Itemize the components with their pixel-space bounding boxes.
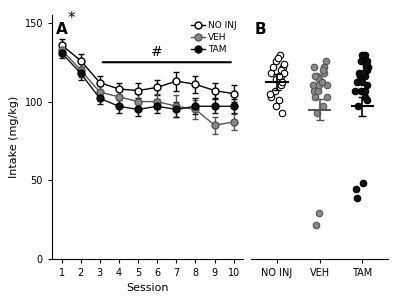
Text: A: A: [56, 22, 68, 37]
Point: [320, 64, 327, 69]
Point: [312, 73, 318, 78]
Point: [314, 89, 321, 94]
Point: [278, 73, 284, 78]
Point: [273, 104, 279, 109]
Point: [316, 77, 322, 82]
Point: [358, 58, 365, 63]
Point: [362, 64, 369, 69]
Point: [362, 89, 368, 94]
Point: [316, 211, 322, 216]
Point: [268, 95, 274, 100]
Point: [278, 67, 285, 72]
Point: [322, 58, 329, 63]
Point: [272, 89, 278, 94]
Text: *: *: [67, 11, 75, 26]
Legend: NO INJ, VEH, TAM: NO INJ, VEH, TAM: [189, 20, 239, 56]
Point: [280, 70, 287, 75]
Point: [359, 80, 365, 85]
Point: [314, 73, 321, 78]
Point: [356, 73, 363, 78]
Point: [276, 73, 282, 78]
Point: [279, 110, 285, 115]
Point: [312, 223, 319, 228]
Point: [312, 95, 318, 100]
Point: [362, 52, 369, 57]
Point: [363, 61, 370, 66]
Point: [364, 58, 370, 63]
Point: [352, 89, 358, 94]
Point: [354, 196, 360, 200]
Point: [314, 110, 320, 115]
Point: [354, 104, 361, 109]
Point: [281, 61, 288, 66]
Y-axis label: Intake (mg/kg): Intake (mg/kg): [9, 96, 19, 178]
Point: [324, 83, 330, 88]
Point: [311, 64, 317, 69]
Point: [358, 52, 365, 57]
Point: [358, 89, 364, 94]
Point: [320, 104, 327, 109]
Point: [316, 83, 322, 88]
Point: [319, 67, 326, 72]
Text: #: #: [151, 45, 163, 59]
Point: [321, 70, 327, 75]
Point: [362, 73, 368, 78]
Point: [278, 83, 284, 88]
Point: [275, 55, 281, 60]
Point: [364, 83, 371, 88]
Point: [356, 70, 362, 75]
Point: [362, 95, 368, 100]
Point: [279, 64, 286, 69]
Point: [273, 58, 279, 63]
Point: [311, 89, 318, 94]
Point: [279, 80, 285, 85]
Point: [360, 70, 366, 75]
Point: [310, 83, 316, 88]
Point: [364, 67, 370, 72]
Point: [319, 80, 326, 85]
Point: [270, 64, 276, 69]
Text: B: B: [254, 22, 266, 37]
Point: [354, 80, 360, 85]
Point: [353, 186, 360, 191]
Point: [268, 70, 274, 75]
Point: [360, 180, 367, 185]
Point: [276, 98, 282, 103]
X-axis label: Session: Session: [126, 284, 169, 293]
Point: [324, 95, 330, 100]
Point: [273, 77, 280, 82]
Point: [364, 64, 371, 69]
Point: [267, 92, 274, 97]
Point: [277, 52, 283, 57]
Point: [364, 98, 370, 103]
